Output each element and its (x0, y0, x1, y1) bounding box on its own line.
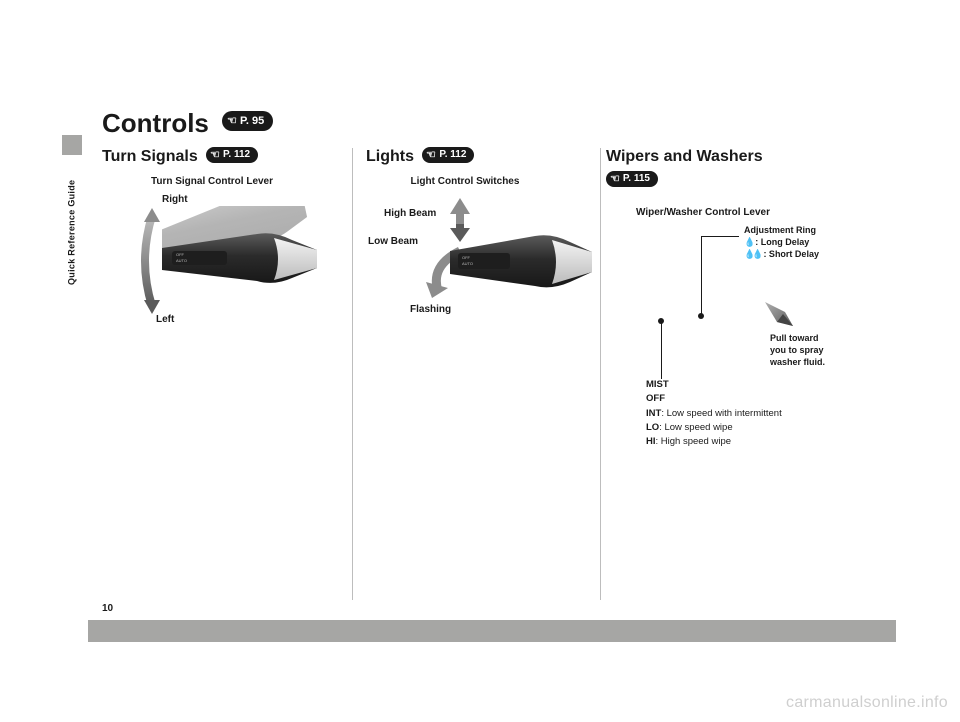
label-high-beam: High Beam (384, 208, 436, 219)
pull-toward-note: Pull toward you to spray washer fluid. (770, 332, 825, 368)
label-left: Left (156, 314, 174, 325)
adjustment-ring-block: Adjustment Ring 💧: Long Delay 💧💧: Short … (744, 224, 819, 260)
mode-off: OFF (646, 393, 665, 404)
sidebar-tab: Quick Reference Guide (64, 160, 79, 305)
wiper-modes-block: MIST OFF INT: Low speed with intermitten… (646, 378, 782, 449)
section-title-wipers: Wipers and Washers (606, 148, 882, 166)
figure-label: Turn Signal Control Lever (102, 176, 322, 187)
bottom-gray-bar (88, 620, 896, 642)
page-title: Controls ☞ P. 95 (102, 108, 273, 139)
figure-label: Wiper/Washer Control Lever (636, 206, 770, 220)
svg-text:OFF: OFF (462, 255, 471, 260)
turn-signal-diagram: Turn Signal Control Lever Right (102, 176, 322, 336)
page-root: Quick Reference Guide Controls ☞ P. 95 T… (0, 0, 960, 722)
label-right: Right (162, 194, 188, 205)
lights-diagram: Light Control Switches (360, 176, 570, 336)
pointer-icon: ☞ (426, 148, 436, 162)
wipers-diagram: Wiper/Washer Control Lever Adjustment Ri… (606, 206, 876, 456)
section-title-lights: Lights ☞ P. 112 (366, 148, 592, 166)
columns-wrap: Turn Signals ☞ P. 112 Turn Signal Contro… (102, 148, 882, 456)
mode-int-label: INT (646, 408, 661, 419)
callout-line (701, 236, 702, 316)
pointer-icon: ☞ (610, 172, 620, 186)
svg-text:AUTO: AUTO (176, 258, 187, 263)
section-heading: Wipers and Washers (606, 148, 763, 165)
mode-lo-label: LO (646, 422, 659, 433)
callout-line (661, 321, 662, 379)
label-low-beam: Low Beam (368, 236, 418, 247)
pointer-icon: ☞ (210, 148, 220, 162)
svg-text:OFF: OFF (176, 252, 185, 257)
section-heading: Lights (366, 148, 414, 165)
callout-dot-icon (698, 313, 704, 319)
page-ref-badge: ☞ P. 95 (222, 111, 273, 131)
page-ref-badge: ☞ P. 112 (206, 147, 258, 163)
mode-hi-desc: : High speed wipe (656, 436, 732, 447)
callout-dot-icon (658, 318, 664, 324)
figure-label: Light Control Switches (360, 176, 570, 187)
side-gray-block-top (62, 135, 82, 155)
adjustment-short-delay: 💧💧: Short Delay (744, 248, 819, 260)
page-number: 10 (102, 603, 113, 614)
callout-line (701, 236, 739, 237)
column-lights: Lights ☞ P. 112 Light Control Switches (352, 148, 592, 456)
page-ref-text: P. 112 (439, 148, 466, 162)
pull-arrow-icon (761, 298, 801, 330)
page-ref-text: P. 112 (223, 148, 250, 162)
mode-mist: MIST (646, 379, 669, 390)
mode-int-desc: : Low speed with intermittent (661, 408, 781, 419)
svg-text:AUTO: AUTO (462, 261, 473, 266)
heading-text: Controls (102, 108, 209, 138)
column-turn-signals: Turn Signals ☞ P. 112 Turn Signal Contro… (102, 148, 352, 456)
lever-icon: OFF AUTO (450, 226, 595, 308)
pointer-icon: ☞ (227, 113, 237, 129)
watermark-text: carmanualsonline.info (786, 694, 948, 712)
page-ref-badge: ☞ P. 112 (422, 147, 474, 163)
droplet-icon: 💧 (744, 238, 755, 247)
adjustment-ring-title: Adjustment Ring (744, 224, 819, 236)
mode-lo-desc: : Low speed wipe (659, 422, 732, 433)
page-ref-text: P. 95 (240, 113, 264, 129)
lever-icon: OFF AUTO (162, 206, 322, 306)
droplet-icon: 💧 (752, 250, 763, 259)
page-ref-text: P. 115 (623, 172, 650, 186)
section-heading: Turn Signals (102, 148, 198, 165)
adjustment-long-delay: 💧: Long Delay (744, 236, 819, 248)
section-title-turn-signals: Turn Signals ☞ P. 112 (102, 148, 352, 166)
label-flashing: Flashing (410, 304, 451, 315)
page-ref-badge: ☞ P. 115 (606, 171, 658, 187)
column-wipers: Wipers and Washers ☞ P. 115 Wiper/Washer… (592, 148, 882, 456)
mode-hi-label: HI (646, 436, 656, 447)
